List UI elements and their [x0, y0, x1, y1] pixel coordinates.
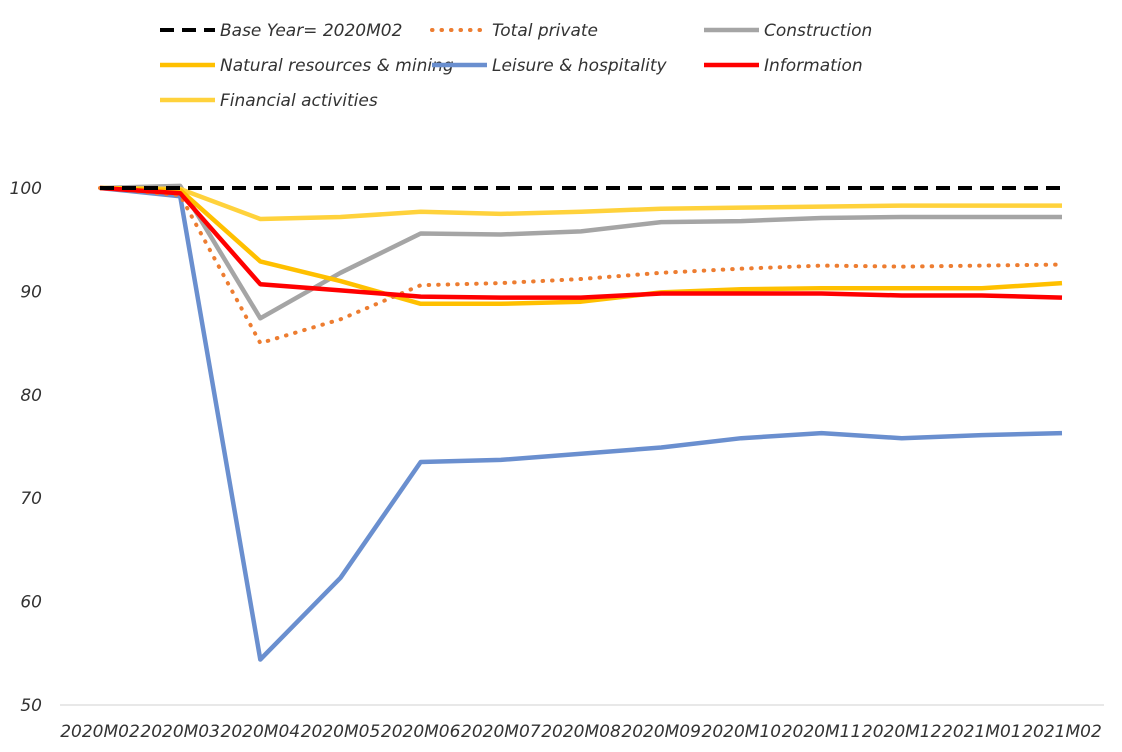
- series-line-natural-resources-mining: [99, 185, 1063, 307]
- x-axis-ticks: 2020M02 2020M03 2020M04 2020M05 2020M06 2020M…: [60, 722, 1102, 742]
- series-layer: [98, 183, 1064, 662]
- x-tick-label-2020m09: 2020M09: [621, 722, 701, 742]
- x-tick-label-2021m02: 2021M02: [1022, 722, 1102, 742]
- legend-label: Construction: [764, 21, 872, 41]
- series-line-construction: [99, 183, 1062, 321]
- legend-item-base-year-2020m02: Base Year= 2020M02: [160, 21, 402, 41]
- legend-label: Natural resources & mining: [220, 56, 454, 76]
- legend-item-construction: Construction: [704, 21, 872, 41]
- legend: Base Year= 2020M02 Total private Construct…: [160, 21, 872, 111]
- y-tick-label-50: 50: [20, 696, 42, 716]
- legend-label: Base Year= 2020M02: [220, 21, 402, 41]
- x-tick-label-2021m01: 2021M01: [942, 722, 1022, 742]
- legend-label: Leisure & hospitality: [492, 56, 668, 76]
- y-tick-label-60: 60: [20, 593, 42, 613]
- x-tick-label-2020m07: 2020M07: [461, 722, 541, 742]
- x-tick-label-2020m12: 2020M12: [862, 722, 942, 742]
- legend-item-natural-resources-mining: Natural resources & mining: [160, 56, 454, 76]
- y-tick-label-70: 70: [20, 489, 42, 509]
- legend-label: Total private: [492, 21, 598, 41]
- legend-item-leisure-hospitality: Leisure & hospitality: [432, 56, 668, 76]
- series-line-financial-activities: [99, 185, 1062, 222]
- x-tick-label-2020m05: 2020M05: [301, 722, 381, 742]
- x-tick-label-2020m03: 2020M03: [140, 722, 220, 742]
- y-axis-ticks: 50 60 70 80 90 100: [10, 179, 42, 716]
- x-tick-label-2020m11: 2020M11: [782, 722, 862, 742]
- legend-item-total-private: Total private: [430, 21, 598, 41]
- legend-item-information: Information: [704, 56, 863, 76]
- x-tick-label-2020m04: 2020M04: [221, 722, 301, 742]
- series-line-leisure-hospitality: [99, 185, 1063, 662]
- x-tick-label-2020m06: 2020M06: [381, 722, 461, 742]
- y-tick-label-100: 100: [10, 179, 42, 199]
- series-line-information: [99, 185, 1063, 300]
- legend-item-financial-activities: Financial activities: [160, 91, 378, 111]
- legend-label: Information: [764, 56, 863, 76]
- y-tick-label-80: 80: [20, 386, 42, 406]
- legend-label: Financial activities: [220, 91, 378, 111]
- x-tick-label-2020m02: 2020M02: [60, 722, 140, 742]
- series-line-total-private: [98, 186, 1064, 346]
- y-tick-label-90: 90: [20, 282, 42, 302]
- x-tick-label-2020m08: 2020M08: [541, 722, 621, 742]
- x-tick-label-2020m10: 2020M10: [702, 722, 782, 742]
